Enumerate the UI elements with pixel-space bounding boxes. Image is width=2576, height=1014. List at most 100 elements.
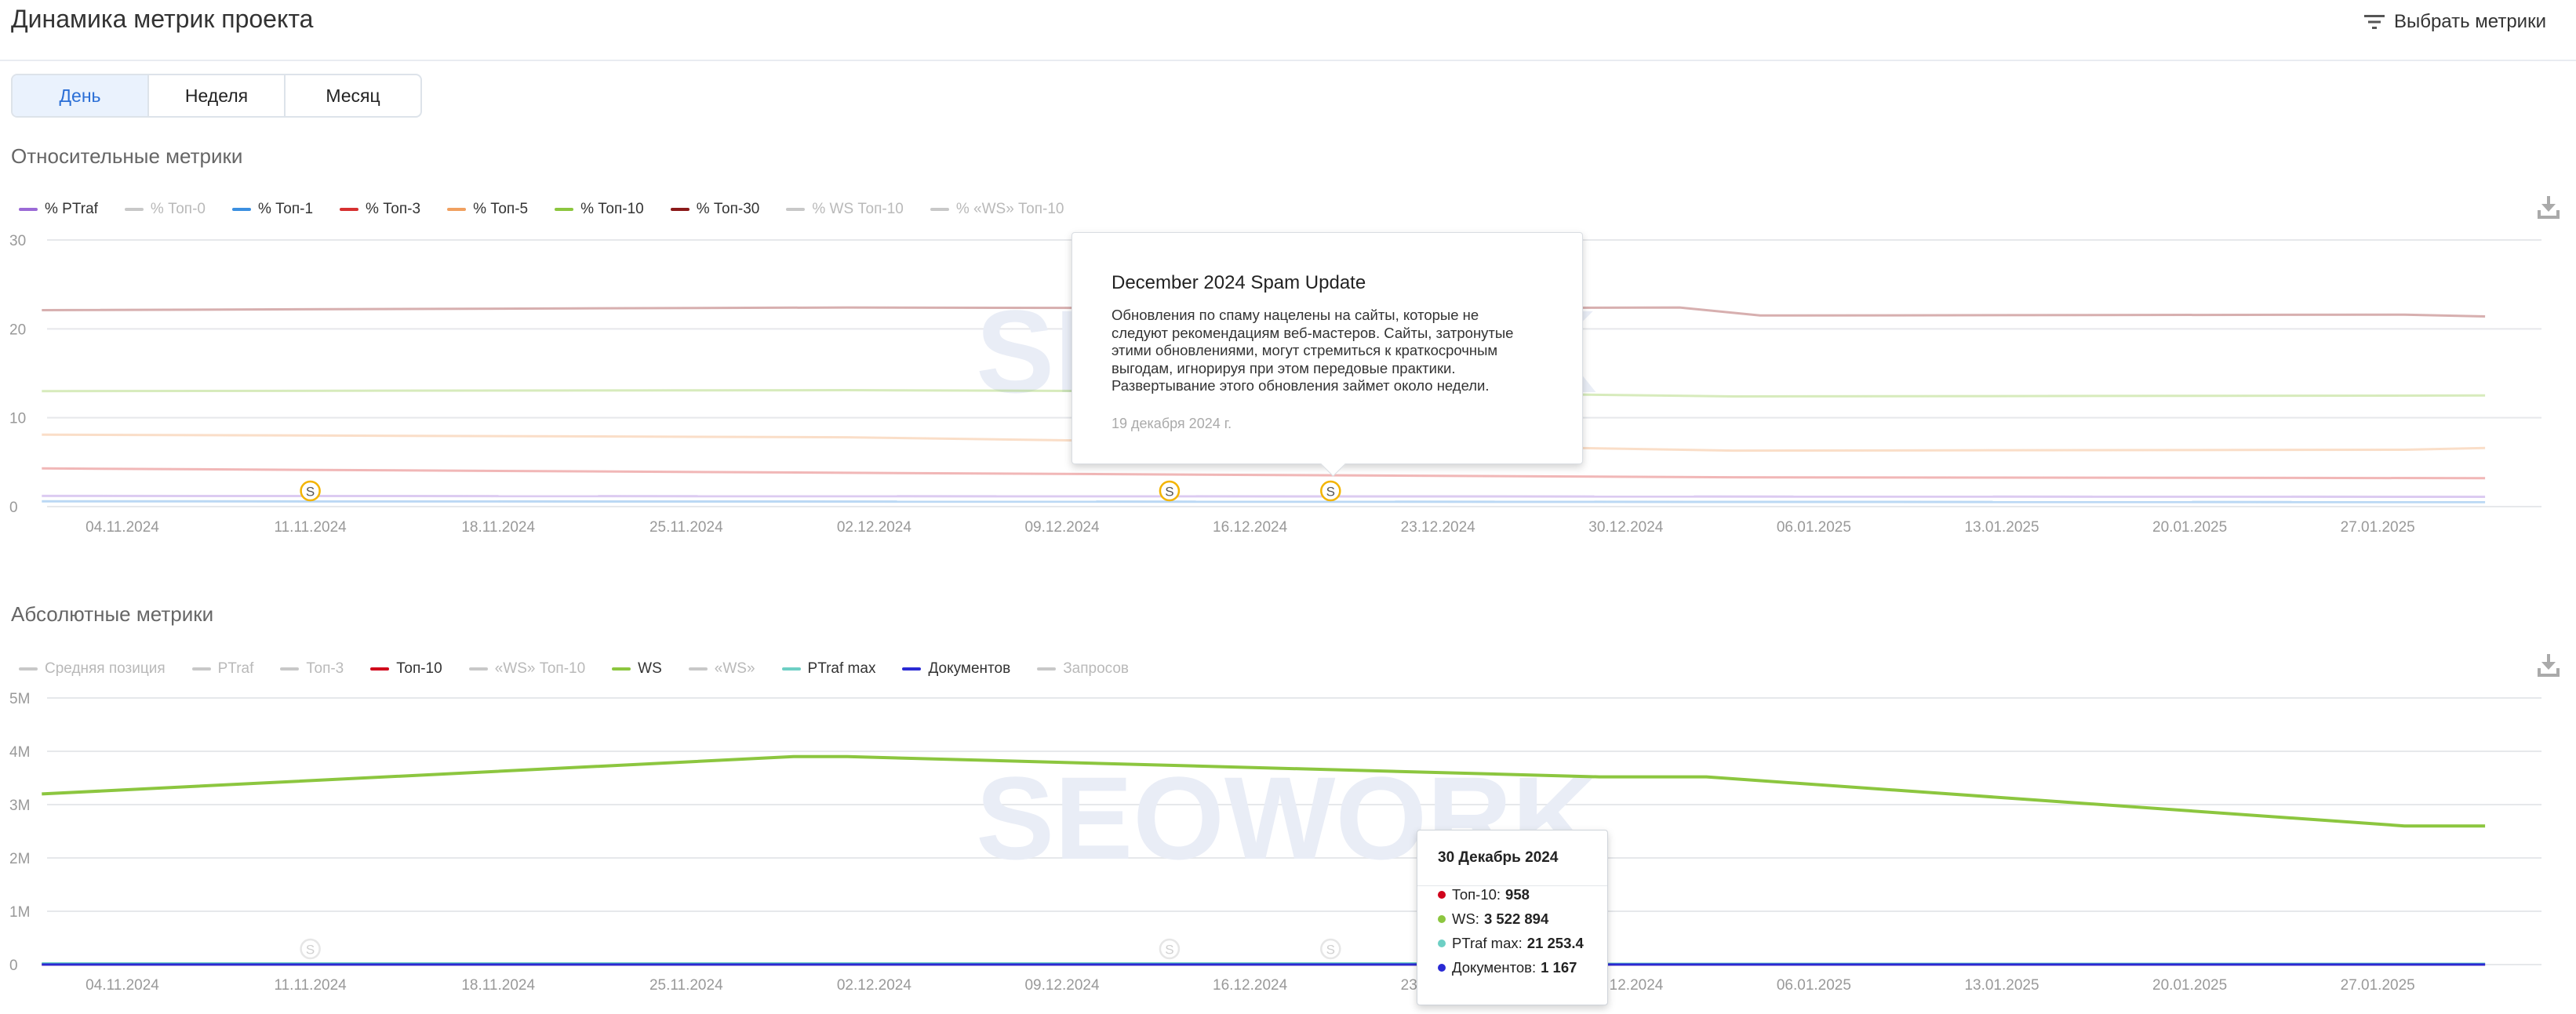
legend-item[interactable]: Средняя позиция xyxy=(19,660,166,678)
legend-swatch xyxy=(786,208,806,211)
marker-label: S xyxy=(306,485,315,500)
legend-item[interactable]: % Топ-3 xyxy=(340,201,420,218)
page-header: Динамика метрик проекта Выбрать метрики xyxy=(0,0,2576,61)
legend-label: PTraf xyxy=(217,660,254,677)
legend-swatch xyxy=(468,667,488,671)
legend-item[interactable]: Топ-10 xyxy=(370,660,442,678)
legend-swatch xyxy=(370,667,390,671)
marker-label: S xyxy=(1326,485,1335,500)
tooltip-date: 19 декабря 2024 г. xyxy=(1112,415,1232,431)
legend-label: % Топ-3 xyxy=(366,201,421,217)
select-metrics-label: Выбрать метрики xyxy=(2393,11,2546,32)
spam-update-marker-icon[interactable] xyxy=(1159,938,1181,960)
relative-metrics-legend: % PTraf % Топ-0 % Топ-1 % Топ-3 % Топ-5 % Топ… xyxy=(19,198,1064,221)
legend-swatch xyxy=(902,667,922,671)
spam-update-marker-icon[interactable] xyxy=(1320,480,1341,502)
series-line-ws xyxy=(42,754,2486,828)
legend-label: % Топ-10 xyxy=(580,201,644,217)
y-tick-label: 10 xyxy=(9,411,26,427)
x-tick-label: 09.12.2024 xyxy=(1024,977,1100,994)
legend-swatch xyxy=(612,667,631,671)
series-dot xyxy=(1438,890,1446,899)
spam-update-marker-icon[interactable] xyxy=(1320,938,1341,960)
legend-label: Средняя позиция xyxy=(45,660,166,677)
legend-label: % Топ-0 xyxy=(150,201,206,217)
x-tick-label: 16.12.2024 xyxy=(1213,519,1288,536)
legend-swatch xyxy=(781,667,801,671)
legend-item[interactable]: «WS» Топ-10 xyxy=(468,660,585,678)
tooltip-row-value: 3 522 894 xyxy=(1483,910,1549,927)
tooltip-row-label: Документов: xyxy=(1452,959,1537,976)
tooltip-row: PTraf max: 21 253.4 xyxy=(1438,931,1607,955)
legend-item[interactable]: % Топ-0 xyxy=(124,201,206,218)
tooltip-row-label: WS: xyxy=(1452,910,1479,927)
legend-label: % «WS» Топ-10 xyxy=(955,201,1064,217)
legend-item[interactable]: Топ-3 xyxy=(280,660,344,678)
x-tick-label: 20.01.2025 xyxy=(2152,977,2227,994)
x-tick-label: 23.12.2024 xyxy=(1401,519,1476,536)
legend-label: % Топ-1 xyxy=(257,201,314,217)
legend-item[interactable]: Запросов xyxy=(1037,660,1129,678)
legend-swatch xyxy=(930,208,949,211)
legend-item[interactable]: % Топ-5 xyxy=(447,201,528,218)
series-line-топ-30 xyxy=(42,306,2486,318)
legend-item[interactable]: WS xyxy=(612,660,662,678)
legend-swatch xyxy=(280,667,300,671)
legend-item[interactable]: % PTraf xyxy=(19,201,98,218)
x-tick-label: 11.11.2024 xyxy=(274,519,347,536)
download-icon[interactable] xyxy=(2537,194,2560,220)
tooltip-row: Топ-10: 958 xyxy=(1438,882,1607,907)
legend-label: PTraf max xyxy=(807,660,876,677)
tab-day[interactable]: День xyxy=(13,75,149,116)
legend-item[interactable]: % Топ-30 xyxy=(670,201,759,218)
legend-item[interactable]: % WS Топ-10 xyxy=(786,201,904,218)
legend-item[interactable]: % «WS» Топ-10 xyxy=(930,201,1064,218)
spam-update-marker-icon[interactable] xyxy=(300,480,321,502)
x-tick-label: 06.01.2025 xyxy=(1777,519,1851,536)
x-tick-label: 11.11.2024 xyxy=(274,977,347,994)
legend-item[interactable]: PTraf xyxy=(191,660,254,678)
tooltip-line: Обновления по спаму нацелены на сайты, к… xyxy=(1112,307,1479,323)
tab-week[interactable]: Неделя xyxy=(149,75,286,116)
series-line-топ-1 xyxy=(42,500,2486,503)
y-tick-label: 1M xyxy=(9,904,30,921)
legend-swatch xyxy=(19,667,38,671)
tooltip-row: Документов: 1 167 xyxy=(1438,955,1607,979)
legend-label: % Топ-5 xyxy=(473,201,529,217)
legend-item[interactable]: Документов xyxy=(902,660,1010,678)
data-point-tooltip: 30 Декабрь 2024 Топ-10: 958 WS: 3 522 894 PT… xyxy=(1417,830,1608,1005)
marker-label: S xyxy=(1165,485,1173,500)
tooltip-row-value: 21 253.4 xyxy=(1526,935,1584,951)
x-tick-label: 25.11.2024 xyxy=(649,519,723,536)
x-tick-label: 20.01.2025 xyxy=(2152,519,2227,536)
tab-month[interactable]: Месяц xyxy=(326,85,380,106)
series-line-топ-3 xyxy=(42,467,2486,480)
absolute-metrics-legend: Средняя позиция PTraf Топ-3 Топ-10 «WS» Топ-… xyxy=(19,657,1129,681)
legend-label: «WS» xyxy=(714,660,755,677)
legend-item[interactable]: % Топ-1 xyxy=(231,201,314,218)
tooltip-divider xyxy=(1417,885,1607,886)
tooltip-row-label: Топ-10: xyxy=(1452,886,1501,903)
series-dot xyxy=(1438,914,1446,923)
marker-label: S xyxy=(1326,943,1335,958)
legend-swatch xyxy=(124,208,144,211)
x-tick-label: 02.12.2024 xyxy=(837,519,912,536)
y-tick-label: 30 xyxy=(9,233,26,249)
download-icon[interactable] xyxy=(2537,652,2560,678)
legend-item[interactable]: PTraf max xyxy=(781,660,876,678)
period-tabs: День Неделя Месяц xyxy=(11,74,422,118)
select-metrics-button[interactable]: Выбрать метрики xyxy=(2363,6,2546,38)
spam-update-marker-icon[interactable] xyxy=(300,938,321,960)
series-dot xyxy=(1438,963,1446,972)
x-tick-label: 13.01.2025 xyxy=(1964,519,2039,536)
absolute-metrics-title: Абсолютные метрики xyxy=(11,602,214,626)
legend-item[interactable]: % Топ-10 xyxy=(555,201,644,218)
legend-swatch xyxy=(447,208,467,211)
legend-swatch xyxy=(670,208,689,211)
spam-update-marker-icon[interactable] xyxy=(1159,480,1181,502)
legend-swatch xyxy=(1037,667,1057,671)
y-tick-label: 2M xyxy=(9,851,30,867)
legend-item[interactable]: «WS» xyxy=(688,660,755,678)
legend-swatch xyxy=(688,667,708,671)
legend-swatch xyxy=(340,208,359,211)
